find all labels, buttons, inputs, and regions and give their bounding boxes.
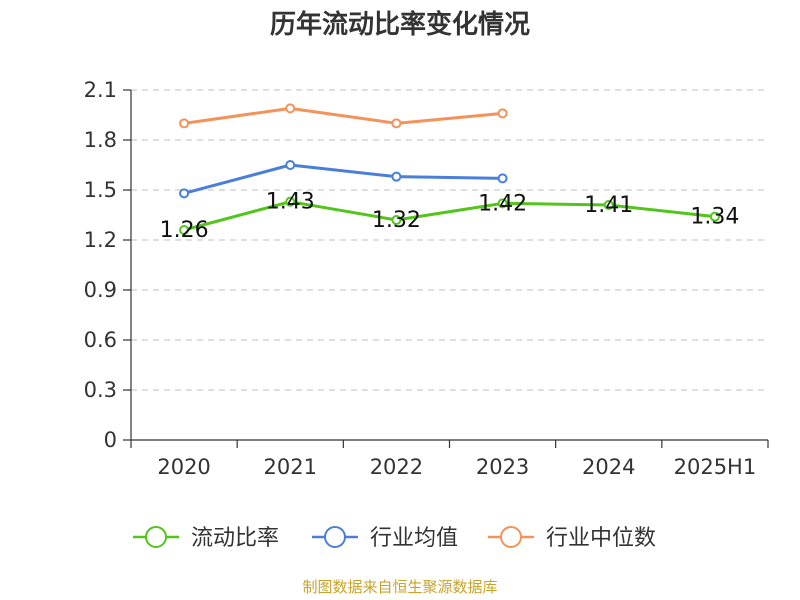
- legend-label: 行业均值: [370, 526, 458, 551]
- legend-item: 行业中位数: [488, 526, 656, 551]
- data-point: [497, 108, 508, 119]
- axes: 0 0.3 0.6 0.9 1.2 1.5 1.8 2.1 2020 2021 2022 2023 20…: [84, 78, 769, 479]
- data-point: [285, 103, 296, 114]
- source-note: 制图数据来自恒生聚源数据库: [302, 578, 498, 596]
- data-labels: 1.26 1.43 1.32 1.42 1.41 1.34: [160, 190, 740, 243]
- y-tick-label: 1.2: [84, 228, 117, 252]
- chart-title: 历年流动比率变化情况: [269, 10, 530, 40]
- data-point: [179, 225, 190, 235]
- legend-label: 行业中位数: [546, 526, 656, 551]
- legend-marker: [145, 526, 167, 548]
- data-point: [497, 173, 508, 184]
- legend-marker: [500, 526, 522, 548]
- legend-item: 行业均值: [312, 526, 458, 551]
- series-lines: [179, 103, 720, 235]
- data-label: 1.34: [690, 205, 739, 230]
- data-point: [709, 211, 720, 222]
- y-tick-label: 2.1: [84, 78, 117, 102]
- legend: 流动比率 行业均值 行业中位数: [133, 526, 656, 551]
- data-label: 1.41: [584, 193, 633, 218]
- data-point: [179, 188, 190, 199]
- series-line: [183, 163, 503, 195]
- legend-item: 流动比率: [133, 526, 279, 551]
- data-label: 1.43: [266, 190, 315, 215]
- legend-label: 流动比率: [191, 526, 279, 551]
- x-tick-label: 2025H1: [674, 455, 757, 479]
- data-point: [179, 118, 190, 129]
- gridlines: [131, 89, 768, 391]
- y-tick-label: 1.8: [84, 128, 117, 152]
- data-label: 1.26: [160, 218, 209, 243]
- data-label: 1.42: [478, 191, 527, 216]
- x-tick-label: 2022: [370, 455, 423, 479]
- y-tick-label: 0.6: [84, 328, 117, 352]
- series-line: [183, 106, 503, 125]
- data-point: [285, 160, 296, 170]
- y-tick-label: 0: [104, 428, 117, 452]
- legend-marker: [324, 526, 346, 548]
- data-point: [497, 198, 508, 209]
- y-tick-label: 0.9: [84, 278, 117, 302]
- x-tick-label: 2024: [582, 455, 635, 479]
- x-tick-label: 2020: [157, 455, 210, 479]
- y-tick-label: 0.3: [84, 378, 117, 402]
- x-tick-label: 2021: [264, 455, 317, 479]
- data-point: [391, 215, 402, 225]
- series-line: [183, 200, 716, 232]
- data-point: [391, 171, 402, 182]
- y-tick-label: 1.5: [84, 178, 117, 202]
- x-tick-label: 2023: [476, 455, 529, 479]
- data-point: [285, 196, 296, 207]
- data-point: [603, 200, 614, 210]
- data-label: 1.32: [372, 208, 421, 233]
- data-point: [391, 118, 402, 129]
